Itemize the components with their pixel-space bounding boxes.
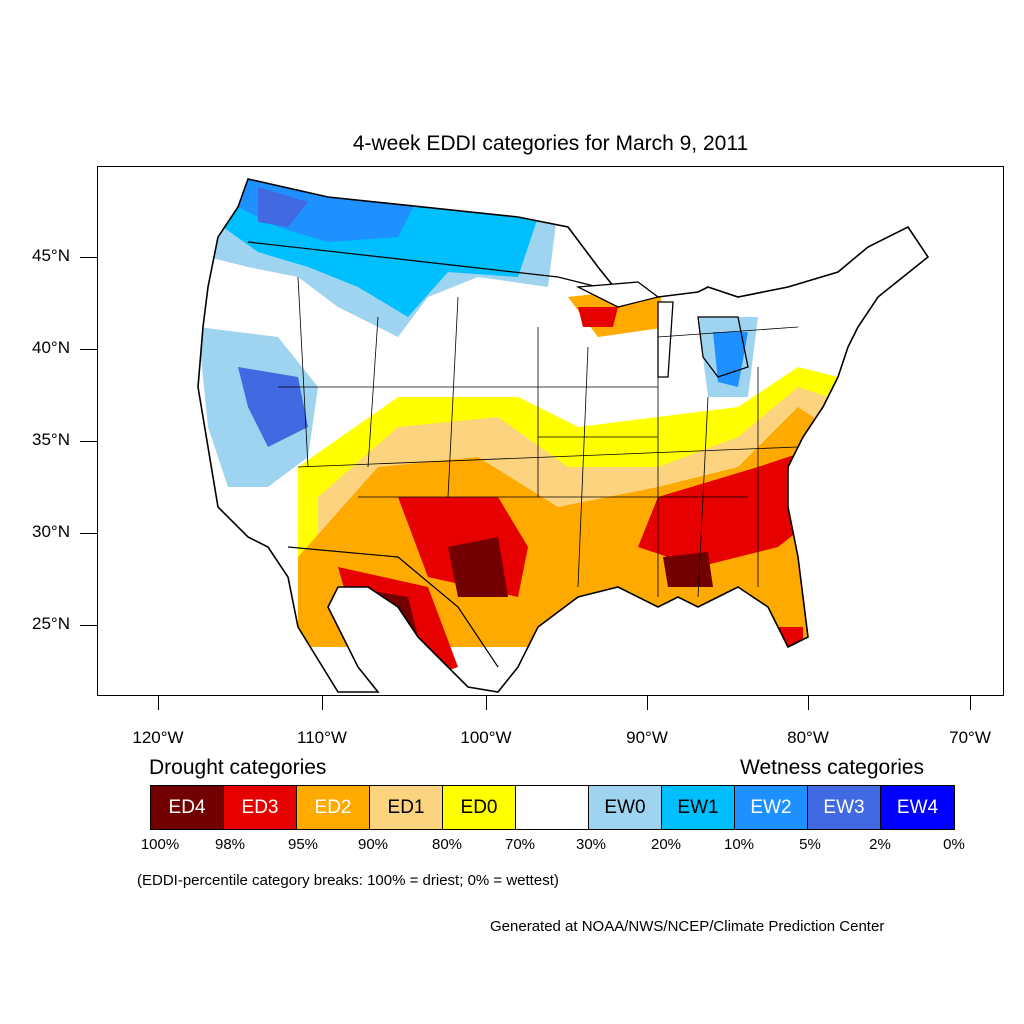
legend-box-ew4: EW4 — [881, 786, 954, 829]
lon-label: 100°W — [460, 728, 512, 747]
break-label: 20% — [650, 836, 682, 853]
lon-label: 80°W — [787, 728, 829, 747]
lat-label: 45°N — [32, 246, 70, 265]
lat-tick — [80, 349, 97, 350]
lat-tick — [80, 625, 97, 626]
break-label: 100% — [140, 836, 180, 853]
break-label: 10% — [723, 836, 755, 853]
lat-tick — [80, 257, 97, 258]
lon-label: 110°W — [297, 728, 347, 747]
break-label: 98% — [214, 836, 246, 853]
break-label: 2% — [869, 836, 891, 853]
lon-tick — [970, 696, 971, 710]
wetness-categories-heading: Wetness categories — [740, 756, 925, 779]
legend-box-ed4: ED4 — [151, 786, 224, 829]
break-label: 0% — [943, 836, 965, 853]
lon-label: 70°W — [949, 728, 991, 747]
break-label: 90% — [357, 836, 389, 853]
drought-categories-heading: Drought categories — [149, 756, 327, 779]
lon-tick — [486, 696, 487, 710]
lon-tick — [808, 696, 809, 710]
break-label: 5% — [799, 836, 821, 853]
lon-tick — [322, 696, 323, 710]
lat-label: 35°N — [32, 430, 70, 449]
legend-box-ew1: EW1 — [662, 786, 735, 829]
lat-label: 30°N — [32, 522, 70, 541]
legend-box-ed3: ED3 — [224, 786, 297, 829]
legend-box-ed0: ED0 — [443, 786, 516, 829]
credit-text: Generated at NOAA/NWS/NCEP/Climate Predi… — [490, 918, 885, 935]
eddi-shading — [198, 179, 838, 687]
break-label: 30% — [575, 836, 607, 853]
lon-tick — [158, 696, 159, 710]
legend-box-ew2: EW2 — [735, 786, 808, 829]
legend-color-bar: ED4 ED3 ED2 ED1 ED0 EW0 EW1 EW2 EW3 EW4 — [150, 785, 955, 830]
eddi-map — [197, 178, 930, 693]
break-label: 80% — [431, 836, 463, 853]
legend-box-ew0: EW0 — [589, 786, 662, 829]
lon-label: 120°W — [132, 728, 184, 747]
lon-label: 90°W — [626, 728, 668, 747]
lat-label: 40°N — [32, 338, 70, 357]
break-label: 70% — [504, 836, 536, 853]
lon-tick — [647, 696, 648, 710]
lat-label: 25°N — [32, 614, 70, 633]
map-area — [97, 166, 1004, 696]
legend-box-ed1: ED1 — [370, 786, 443, 829]
legend-box-neutral — [516, 786, 589, 829]
legend-box-ew3: EW3 — [808, 786, 881, 829]
map-title: 4-week EDDI categories for March 9, 2011 — [352, 132, 749, 155]
lat-tick — [80, 533, 97, 534]
category-breaks-note: (EDDI-percentile category breaks: 100% =… — [137, 872, 559, 889]
legend-box-ed2: ED2 — [297, 786, 370, 829]
break-label: 95% — [287, 836, 319, 853]
lat-tick — [80, 441, 97, 442]
